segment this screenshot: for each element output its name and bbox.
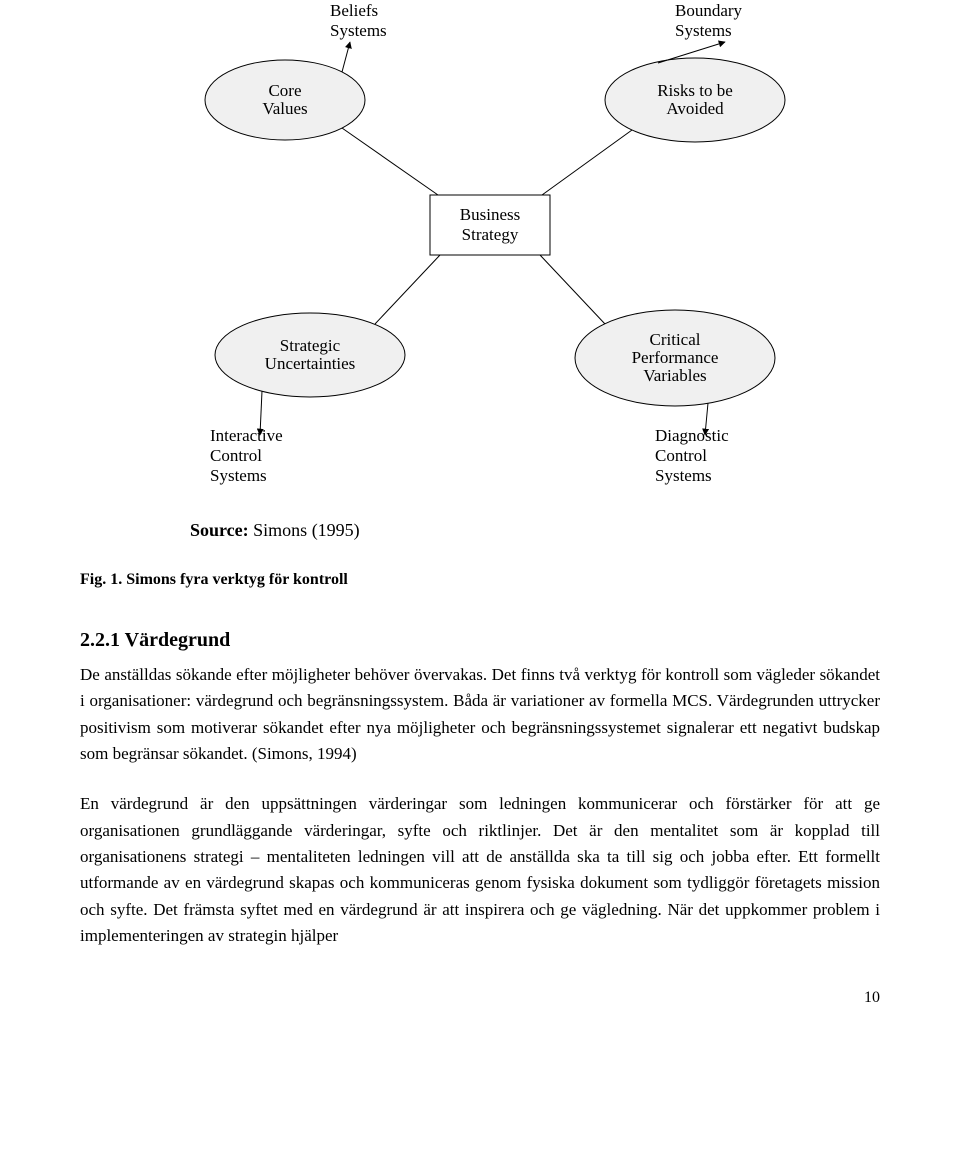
caption-text: Simons (1995)	[253, 520, 360, 540]
section-heading: 2.2.1 Värdegrund	[80, 629, 880, 652]
svg-text:Variables: Variables	[643, 366, 706, 385]
svg-text:Systems: Systems	[675, 21, 732, 40]
svg-text:Diagnostic: Diagnostic	[655, 426, 729, 445]
svg-text:Values: Values	[262, 99, 307, 118]
figure-label: Fig. 1. Simons fyra verktyg för kontroll	[80, 571, 880, 589]
svg-text:Avoided: Avoided	[666, 99, 724, 118]
svg-text:Systems: Systems	[210, 466, 267, 485]
levers-of-control-diagram: BusinessStrategyCoreValuesBeliefsSystems…	[80, 0, 880, 510]
svg-text:Boundary: Boundary	[675, 1, 743, 20]
paragraph-2: En värdegrund är den uppsättningen värde…	[80, 791, 880, 949]
diagram-source-caption: Source: Simons (1995)	[190, 520, 880, 541]
svg-text:Critical: Critical	[650, 330, 701, 349]
svg-text:Uncertainties: Uncertainties	[265, 354, 356, 373]
caption-label: Source:	[190, 520, 249, 540]
svg-text:Beliefs: Beliefs	[330, 1, 378, 20]
page-number: 10	[80, 989, 880, 1007]
paragraph-1: De anställdas sökande efter möjligheter …	[80, 662, 880, 767]
svg-text:Strategy: Strategy	[462, 225, 519, 244]
svg-text:Systems: Systems	[655, 466, 712, 485]
svg-text:Strategic: Strategic	[280, 336, 341, 355]
svg-text:Control: Control	[655, 446, 707, 465]
page: BusinessStrategyCoreValuesBeliefsSystems…	[0, 0, 960, 1063]
svg-text:Performance: Performance	[632, 348, 719, 367]
svg-text:Core: Core	[268, 81, 301, 100]
svg-text:Control: Control	[210, 446, 262, 465]
svg-text:Risks to be: Risks to be	[657, 81, 733, 100]
svg-text:Business: Business	[460, 205, 520, 224]
svg-text:Systems: Systems	[330, 21, 387, 40]
svg-text:Interactive: Interactive	[210, 426, 283, 445]
